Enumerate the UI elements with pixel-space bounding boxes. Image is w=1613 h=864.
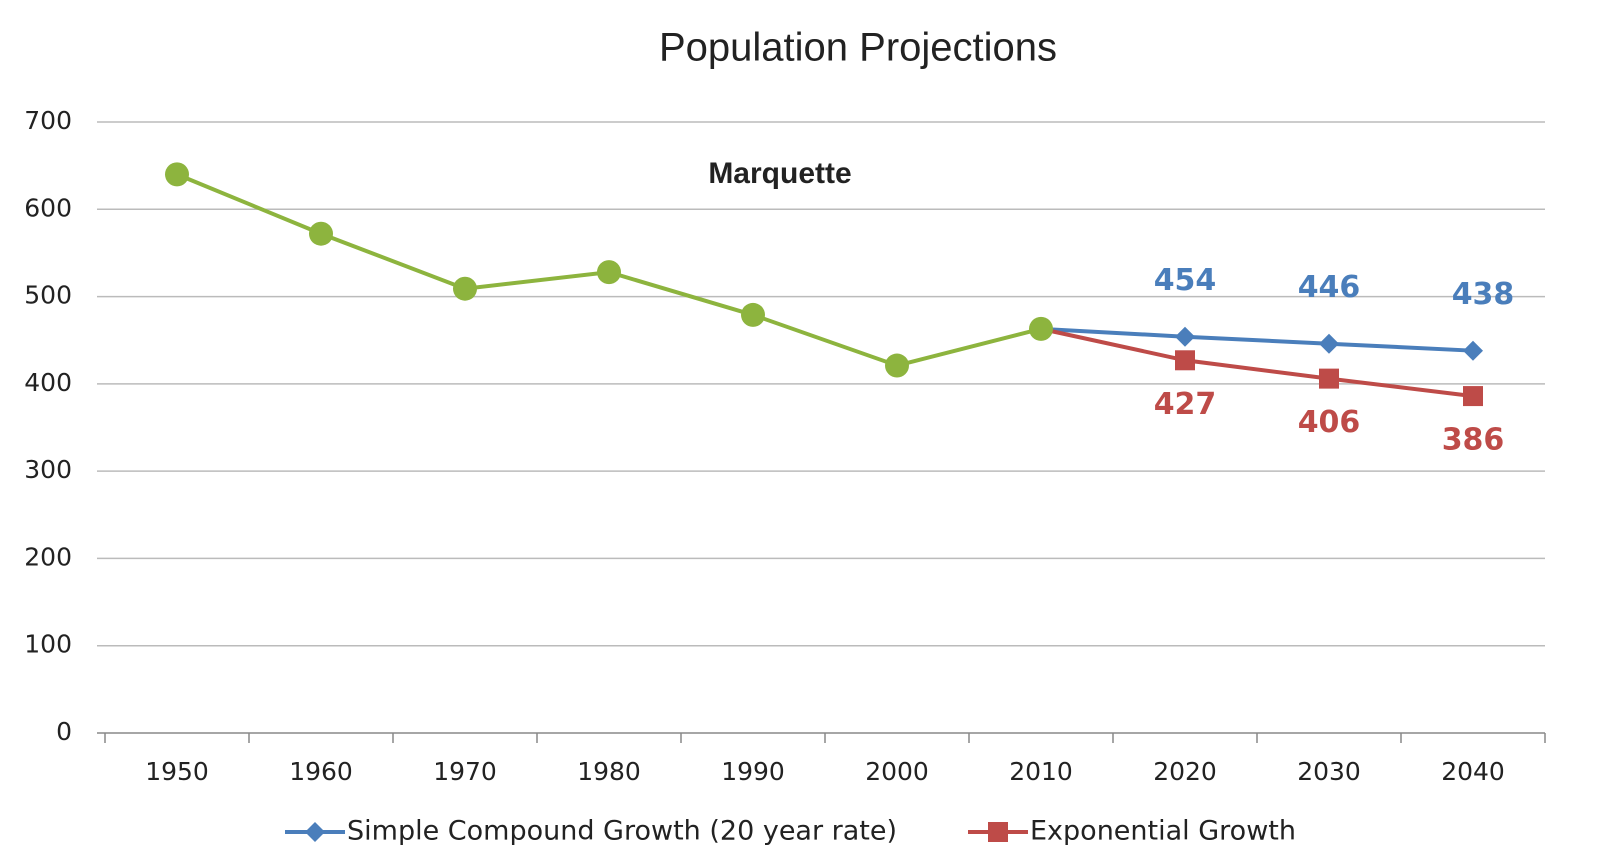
x-tick-label: 2000 (865, 757, 929, 786)
data-label: 446 (1298, 270, 1361, 305)
data-point (165, 162, 189, 187)
x-tick-label: 1970 (433, 757, 497, 786)
data-point (1463, 340, 1483, 361)
data-point (597, 260, 621, 285)
x-tick-label: 1950 (145, 757, 209, 786)
x-tick-label: 2040 (1441, 757, 1505, 786)
series-line (1040, 326, 1474, 353)
data-label: 427 (1154, 387, 1217, 422)
y-tick-label: 500 (24, 281, 72, 310)
y-tick-label: 600 (24, 193, 72, 222)
data-label: 454 (1154, 263, 1217, 298)
data-point (1029, 316, 1053, 341)
x-tick-label: 2010 (1009, 757, 1073, 786)
data-point (453, 276, 477, 301)
data-point (309, 221, 333, 246)
data-label: 406 (1298, 405, 1361, 440)
data-point (885, 353, 909, 378)
y-tick-label: 300 (24, 455, 72, 484)
legend-label: Simple Compound Growth (20 year rate) (347, 816, 897, 847)
data-label: 438 (1452, 277, 1515, 312)
data-point (1319, 368, 1339, 389)
chart-subtitle: Marquette (708, 157, 851, 190)
x-tick-label: 1980 (577, 757, 641, 786)
y-tick-label: 100 (24, 630, 72, 659)
data-point (1175, 350, 1195, 371)
chart-title: Population Projections (659, 26, 1057, 70)
data-point (1463, 386, 1483, 407)
x-tick-label: 1960 (289, 757, 353, 786)
series-line (1040, 326, 1474, 399)
y-tick-label: 700 (24, 106, 72, 135)
legend-label: Exponential Growth (1030, 816, 1296, 847)
y-tick-label: 0 (56, 717, 72, 746)
data-point (1175, 326, 1195, 347)
x-tick-label: 2030 (1297, 757, 1361, 786)
x-tick-label: 1990 (721, 757, 785, 786)
x-tick-label: 2020 (1153, 757, 1217, 786)
legend-marker (988, 822, 1008, 842)
legend-marker (305, 822, 325, 842)
y-tick-label: 200 (24, 542, 72, 571)
data-label: 386 (1442, 423, 1505, 458)
data-point (1319, 333, 1339, 354)
data-point (741, 302, 765, 327)
y-tick-label: 400 (24, 368, 72, 397)
